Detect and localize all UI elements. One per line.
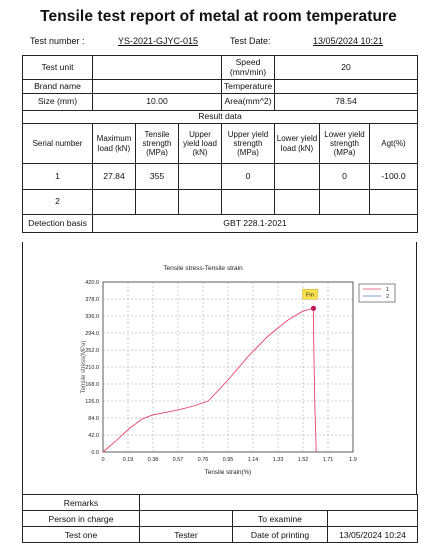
area-label: Area(mm^2) (221, 93, 275, 111)
x-tick-label: 1.9 (349, 457, 357, 463)
x-tick-labels: 0 0.19 0.38 0.57 0.76 0.95 1.14 1.33 1.52 1.71 1.9 (101, 457, 356, 463)
col-agt: Agt(%) (369, 123, 418, 164)
test-unit-value (92, 55, 222, 80)
y-tick-label: 252.0 (85, 348, 99, 354)
detection-basis-value: GBT 228.1-2021 (92, 214, 418, 233)
y-tick-label: 0.0 (91, 450, 99, 456)
speed-label: Speed (mm/min) (221, 55, 275, 80)
x-tick-label: 0.76 (198, 457, 209, 463)
test-date-value: 13/05/2024 10:21 (313, 36, 384, 46)
to-examine-value (326, 510, 419, 527)
test-number-label: Test number : (30, 36, 85, 46)
chart-title: Tensile stress-Tensile strain (163, 265, 243, 272)
series-line-1 (102, 307, 317, 453)
cell-upper-yield-strength (221, 189, 275, 215)
fm-annotation-box (302, 289, 318, 300)
chart-series: Fm (102, 289, 318, 453)
legend-entry-1: 1 (386, 287, 389, 293)
size-label: Size (mm) (22, 93, 93, 111)
remarks-value (138, 494, 419, 511)
cell-max-load (92, 189, 136, 215)
test-one-label: Test one (22, 526, 140, 543)
cell-tensile-strength: 355 (135, 163, 179, 190)
test-number-value: YS-2021-GJYC-015 (118, 36, 199, 46)
speed-value: 20 (274, 55, 418, 80)
result-data-header: Result data (22, 110, 418, 124)
x-tick-label: 0.38 (148, 457, 159, 463)
cell-agt (369, 189, 418, 215)
cell-lower-yield-strength: 0 (319, 163, 370, 190)
brand-name-label: Brand name (22, 79, 93, 94)
to-examine-label: To examine (232, 510, 328, 527)
cell-upper-yield-load (178, 163, 222, 190)
col-upper-yield-strength: Upper yield strength (MPa) (221, 123, 275, 164)
person-in-charge-label: Person in charge (22, 510, 140, 527)
x-tick-label: 1.71 (323, 457, 334, 463)
detection-basis-label: Detection basis (22, 214, 93, 233)
cell-tensile-strength (135, 189, 179, 215)
y-tick-label: 42.0 (88, 433, 99, 439)
x-tick-label: 1.52 (298, 457, 309, 463)
cell-lower-yield-load (274, 189, 320, 215)
test-date-label: Test Date: (230, 36, 271, 46)
x-tick-label: 0.57 (173, 457, 184, 463)
y-axis-label: Tensile stress(MPa) (81, 341, 87, 394)
temperature-value (274, 79, 418, 94)
col-lower-yield-strength: Lower yield strength (MPa) (319, 123, 370, 164)
y-tick-labels: 0.0 42.0 84.0 126.0 168.0 210.0 252.0 294.0 336.… (85, 280, 99, 456)
stress-strain-chart: Tensile stress-Tensile strain 0.0 42.0 84.… (81, 265, 396, 476)
cell-serial: 1 (22, 163, 93, 190)
y-tick-label: 168.0 (85, 382, 99, 388)
y-tick-label: 210.0 (85, 365, 99, 371)
chart-area: Tensile stress-Tensile strain 0.0 42.0 84.… (22, 242, 417, 494)
y-tick-label: 336.0 (85, 314, 99, 320)
x-tick-label: 1.14 (248, 457, 259, 463)
cell-agt: -100.0 (369, 163, 418, 190)
area-value: 78.54 (274, 93, 418, 111)
x-tick-label: 0.19 (123, 457, 134, 463)
cell-lower-yield-load (274, 163, 320, 190)
legend-box (358, 283, 396, 303)
cell-upper-yield-load (178, 189, 222, 215)
brand-name-value (92, 79, 222, 94)
info-result-table: Test unit Speed (mm/min) 20 Brand name T… (22, 55, 418, 233)
report-title: Tensile test report of metal at room tem… (40, 8, 397, 25)
cell-upper-yield-strength: 0 (221, 163, 275, 190)
col-serial-number: Serial number (22, 123, 93, 164)
cell-lower-yield-strength (319, 189, 370, 215)
date-of-printing-label: Date of printing (232, 526, 328, 543)
x-tick-label: 0 (101, 457, 104, 463)
table-row: 1 27.84 355 0 0 -100.0 (22, 163, 418, 190)
fm-point-marker (310, 305, 317, 311)
x-tick-label: 0.95 (223, 457, 234, 463)
table-row: 2 (22, 189, 418, 215)
x-axis-label: Tensile strain(%) (205, 469, 252, 476)
fm-annotation-label: Fm (306, 293, 314, 299)
col-maximum-load: Maximum load (kN) (92, 123, 136, 164)
y-tick-label: 378.0 (85, 297, 99, 303)
y-tick-label: 84.0 (88, 416, 99, 422)
temperature-label: Temperature (221, 79, 275, 94)
footer-table: Remarks Person in charge To examine Test… (22, 494, 419, 543)
remarks-label: Remarks (22, 494, 140, 511)
tester-value: Tester (139, 526, 233, 543)
col-upper-yield-load: Upper yield load (kN) (178, 123, 222, 164)
cell-max-load: 27.84 (92, 163, 136, 190)
y-tick-label: 126.0 (85, 399, 99, 405)
col-lower-yield-load: Lower yield load (kN) (274, 123, 320, 164)
test-unit-label: Test unit (22, 55, 93, 80)
y-tick-label: 420.0 (85, 280, 99, 286)
chart-legend: 1 2 (358, 283, 396, 303)
x-tick-label: 1.33 (273, 457, 284, 463)
size-value: 10.00 (92, 93, 222, 111)
person-in-charge-value (139, 510, 233, 527)
y-tick-label: 294.0 (85, 331, 99, 337)
legend-entry-2: 2 (386, 294, 389, 300)
cell-serial: 2 (22, 189, 93, 215)
col-tensile-strength: Tensile strength (MPa) (135, 123, 179, 164)
date-of-printing-value: 13/05/2024 10:24 (326, 526, 419, 543)
